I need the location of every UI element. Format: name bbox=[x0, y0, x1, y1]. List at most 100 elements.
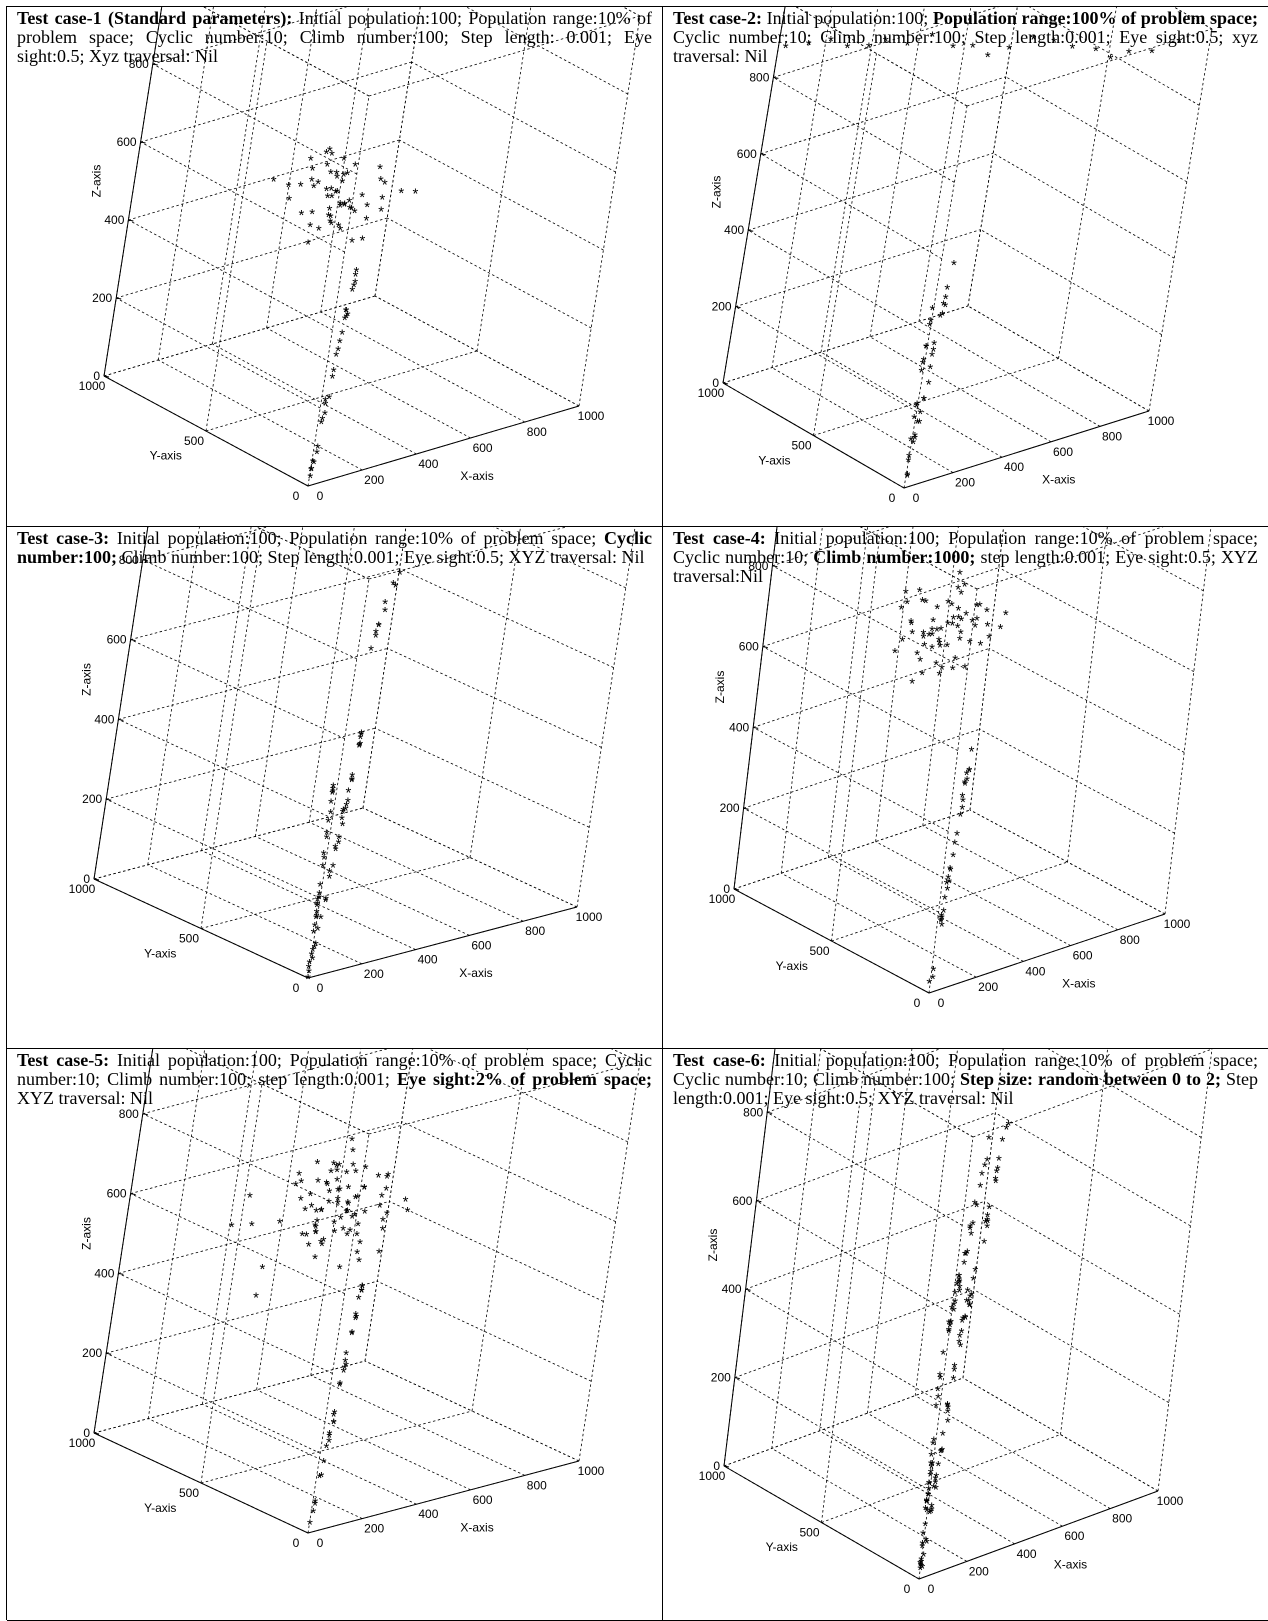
data-point: * bbox=[936, 667, 942, 684]
y-tick-label: 500 bbox=[179, 932, 199, 946]
data-point: * bbox=[908, 433, 914, 450]
data-point: * bbox=[956, 1335, 962, 1352]
x-axis-label: X-axis bbox=[1054, 1558, 1087, 1572]
data-point: * bbox=[319, 1238, 325, 1255]
data-point: * bbox=[997, 621, 1003, 638]
data-point: * bbox=[929, 1457, 935, 1474]
y-tick-label: 0 bbox=[914, 996, 921, 1010]
data-point: * bbox=[373, 630, 379, 647]
panel-caption: Test case-4: Initial population:100; Pop… bbox=[673, 529, 1258, 586]
panel: Test case-4: Initial population:100; Pop… bbox=[663, 527, 1268, 1049]
data-point: * bbox=[354, 1228, 360, 1245]
caption-text: Initial population:100; Population range… bbox=[109, 528, 605, 548]
data-point: * bbox=[342, 1354, 348, 1371]
data-point: * bbox=[914, 397, 920, 414]
data-point: * bbox=[318, 1469, 324, 1486]
x-tick-label: 600 bbox=[473, 441, 493, 455]
data-point: * bbox=[918, 1556, 924, 1573]
grid-line bbox=[820, 7, 879, 353]
tick-mark bbox=[93, 878, 100, 881]
data-point: * bbox=[349, 773, 355, 790]
data-point: * bbox=[337, 335, 343, 352]
data-point: * bbox=[957, 1285, 963, 1302]
data-point: * bbox=[928, 1457, 934, 1474]
grid-line bbox=[1173, 7, 1213, 30]
x-tick-label: 1000 bbox=[1164, 917, 1191, 931]
grid-line bbox=[201, 527, 252, 851]
data-point: * bbox=[1004, 1122, 1010, 1139]
grid-line bbox=[147, 864, 362, 965]
data-point: * bbox=[343, 798, 349, 815]
data-point: * bbox=[342, 1361, 348, 1378]
grid-line bbox=[918, 1136, 974, 1580]
data-point: * bbox=[376, 619, 382, 636]
grid-line bbox=[212, 7, 266, 345]
y-axis-label: Y-axis bbox=[144, 1501, 176, 1515]
caption-text: XYZ traversal: Nil bbox=[17, 1088, 153, 1108]
tick-mark bbox=[773, 76, 779, 79]
data-point: * bbox=[972, 1197, 978, 1214]
data-point: * bbox=[307, 1517, 313, 1534]
data-point: * bbox=[321, 847, 327, 864]
grid-line bbox=[128, 219, 333, 331]
z-tick-label: 0 bbox=[83, 872, 90, 886]
y-axis-label: Y-axis bbox=[758, 453, 790, 467]
data-point: * bbox=[312, 941, 318, 958]
data-point: * bbox=[984, 1214, 990, 1231]
z-tick-label: 400 bbox=[729, 720, 749, 734]
grid-line bbox=[256, 1049, 310, 1390]
scatter3d-chart: 0200400600800100002004006008001000050010… bbox=[709, 527, 1212, 1010]
data-point: * bbox=[298, 207, 304, 224]
data-point: * bbox=[920, 1537, 926, 1554]
data-point: * bbox=[1006, 1117, 1012, 1134]
x-tick-label: 200 bbox=[978, 980, 998, 994]
x-tick-label: 600 bbox=[473, 1493, 493, 1507]
data-point: * bbox=[311, 926, 317, 943]
data-point: * bbox=[309, 206, 315, 223]
data-point: * bbox=[249, 1218, 255, 1235]
tick-mark bbox=[130, 639, 136, 642]
data-point: * bbox=[340, 806, 346, 823]
grid-line bbox=[819, 1049, 867, 1431]
data-point: * bbox=[313, 1220, 319, 1237]
data-point: * bbox=[983, 1216, 989, 1233]
x-axis-label: X-axis bbox=[1062, 977, 1095, 991]
data-point: * bbox=[986, 1131, 992, 1148]
z-tick-label: 600 bbox=[107, 1187, 127, 1201]
panel: Test case-1 (Standard parameters): Initi… bbox=[7, 7, 663, 527]
data-point: * bbox=[931, 1481, 937, 1498]
data-point: * bbox=[936, 637, 942, 654]
data-point: * bbox=[956, 1269, 962, 1286]
data-point: * bbox=[382, 596, 388, 613]
x-axis-label: X-axis bbox=[459, 966, 492, 980]
data-point: * bbox=[338, 1211, 344, 1228]
data-point: * bbox=[944, 1399, 950, 1416]
data-point: * bbox=[950, 40, 956, 57]
data-point: * bbox=[956, 1273, 962, 1290]
data-point: * bbox=[951, 1304, 957, 1321]
data-point: * bbox=[969, 614, 975, 631]
data-point: * bbox=[945, 596, 951, 613]
data-point: * bbox=[354, 264, 360, 281]
data-point: * bbox=[356, 739, 362, 756]
x-tick-label: 400 bbox=[418, 1507, 438, 1521]
panel-caption: Test case-6: Initial population:100; Pop… bbox=[673, 1051, 1258, 1108]
y-tick-label: 1000 bbox=[69, 1436, 96, 1450]
grid-line bbox=[1173, 7, 1213, 30]
data-point: * bbox=[337, 1379, 343, 1396]
grid-line bbox=[152, 63, 357, 175]
data-point: * bbox=[390, 577, 396, 594]
grid-line bbox=[992, 152, 1175, 259]
x-tick-label: 800 bbox=[527, 1478, 547, 1492]
scatter3d-chart: 0200400600800100002004006008001000050010… bbox=[79, 7, 641, 503]
grid-line bbox=[142, 1049, 389, 1115]
data-point: * bbox=[336, 219, 342, 236]
data-point: * bbox=[323, 893, 329, 910]
z-tick-label: 200 bbox=[92, 291, 112, 305]
grid-line bbox=[140, 61, 412, 143]
data-point: * bbox=[310, 455, 316, 472]
data-point: * bbox=[310, 952, 316, 969]
data-point: * bbox=[939, 1444, 945, 1461]
data-point: * bbox=[315, 922, 321, 939]
grid-line bbox=[622, 7, 641, 17]
